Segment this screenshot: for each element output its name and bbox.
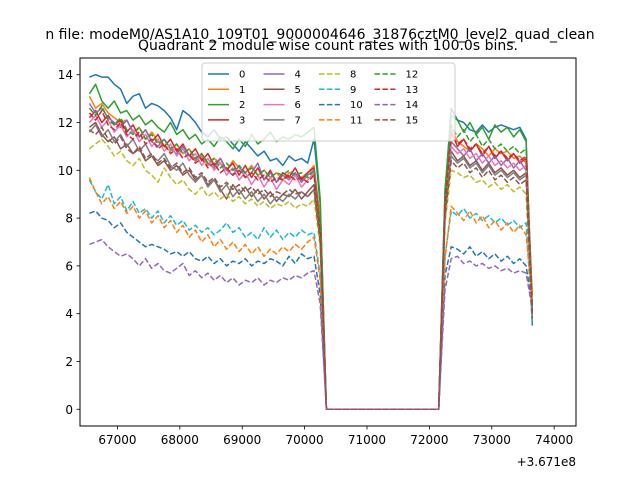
legend-label-0: 0 [239, 70, 245, 81]
series-line-5 [88, 121, 534, 411]
y-axis-ticks: 0 2 4 6 8 10 12 14 [58, 68, 80, 417]
legend-label-13: 13 [406, 85, 419, 96]
x-axis-ticks: 67000 68000 69000 70000 71000 72000 73000 74000 [98, 426, 573, 447]
legend-label-4: 4 [295, 70, 301, 81]
x-tick-label: 70000 [286, 433, 324, 447]
y-tick-label: 12 [58, 116, 73, 130]
series-line-3 [88, 109, 534, 411]
legend-label-11: 11 [350, 115, 363, 126]
series-line-13 [88, 109, 534, 411]
legend-label-10: 10 [350, 100, 363, 111]
chart-suptitle: n file: modeM0/AS1A10_109T01_9000004646_… [45, 27, 594, 43]
legend-label-9: 9 [350, 85, 356, 96]
legend-label-5: 5 [295, 85, 301, 96]
series-line-10 [89, 210, 534, 411]
legend-frame [201, 62, 456, 142]
x-tick-label: 72000 [410, 433, 448, 447]
y-tick-label: 14 [58, 68, 73, 82]
y-tick-label: 10 [58, 164, 73, 178]
legend-label-15: 15 [406, 115, 419, 126]
y-tick-label: 8 [65, 212, 73, 226]
x-tick-label: 67000 [98, 433, 136, 447]
x-tick-label: 74000 [535, 433, 573, 447]
y-tick-label: 2 [65, 355, 73, 369]
x-tick-label: 71000 [348, 433, 386, 447]
legend-label-2: 2 [239, 100, 245, 111]
legend-label-7: 7 [295, 115, 301, 126]
x-tick-label: 73000 [473, 433, 511, 447]
legend-label-3: 3 [239, 115, 245, 126]
axes-frame [79, 57, 577, 427]
series-line-6 [88, 114, 534, 411]
y-tick-label: 6 [65, 259, 73, 273]
x-tick-label: 69000 [223, 433, 261, 447]
legend-label-8: 8 [350, 70, 356, 81]
legend-label-6: 6 [295, 100, 301, 111]
x-axis-offset-label: +3.671e8 [517, 455, 576, 469]
series-line-12 [88, 105, 534, 411]
series-line-15 [88, 126, 534, 411]
x-tick-label: 68000 [161, 433, 199, 447]
series-line-14 [89, 238, 534, 411]
plot-lines [88, 73, 534, 411]
legend-label-12: 12 [406, 70, 419, 81]
chart-title: Quadrant 2 module wise count rates with … [138, 38, 518, 54]
series-line-9 [88, 179, 534, 411]
series-line-8 [88, 138, 534, 411]
y-tick-label: 4 [65, 307, 73, 321]
legend-label-14: 14 [406, 100, 419, 111]
legend-label-1: 1 [239, 85, 245, 96]
series-line-11 [88, 177, 534, 411]
y-tick-label: 0 [65, 403, 73, 417]
